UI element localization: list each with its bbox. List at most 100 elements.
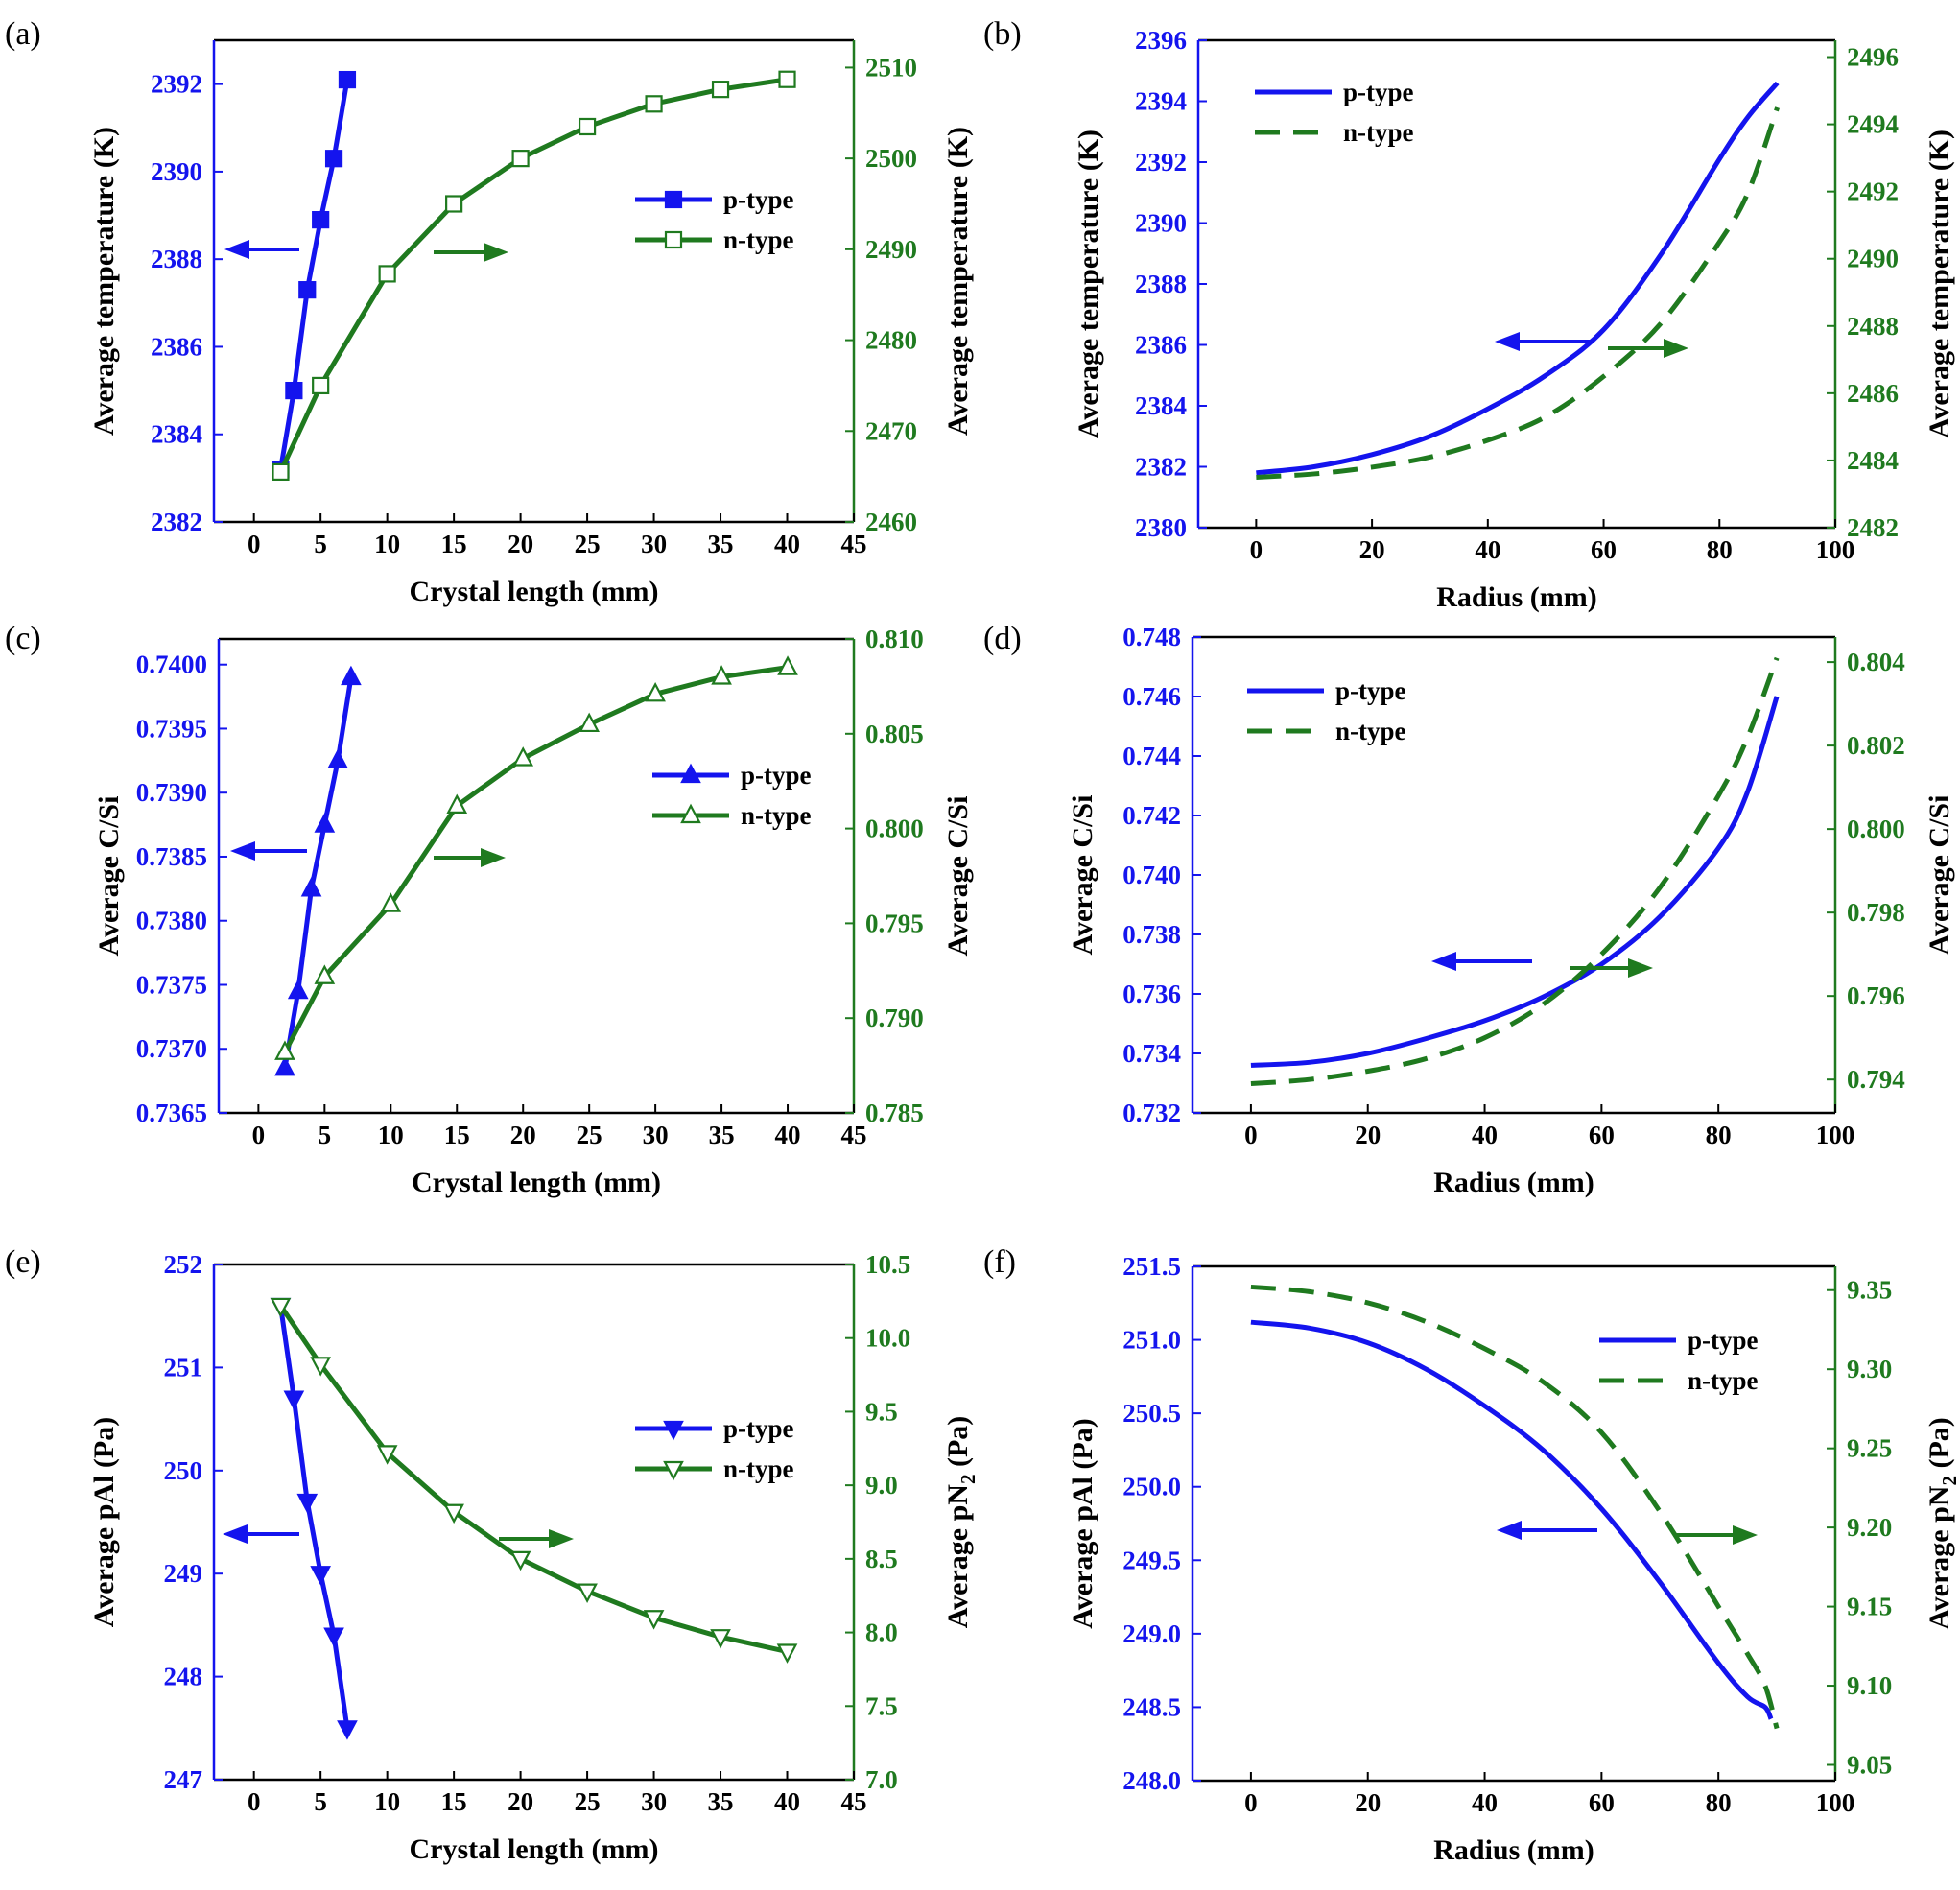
right-y-tick-label: 2490 [865,235,917,264]
left-axis-arrow [230,841,307,861]
panel-e: (e) 0 5 10 15 20 25 30 35 40 45 247 248 249 250 251 252 7… [5,1244,980,1865]
right-y-tick-label: 0.805 [865,720,924,748]
x-tick-label: 100 [1816,535,1855,564]
data-point [324,150,343,168]
series-n-type [274,655,798,1060]
left-y-tick-label: 248.5 [1122,1692,1181,1721]
left-y-tick-label: 2390 [151,157,202,186]
x-axis-title: Crystal length (mm) [412,1167,661,1198]
x-tick-label: 15 [441,1787,467,1816]
left-y-tick-label: 0.7390 [136,778,207,807]
right-y-tick-label: 7.5 [865,1691,898,1720]
data-point [512,746,534,767]
series-p-type [1250,696,1780,1068]
left-y-tick-label: 247 [164,1765,203,1794]
x-tick-label: 40 [1472,1121,1498,1149]
right-y-tick-label: 0.800 [865,815,924,843]
arrow-head [549,1529,574,1548]
right-y-tick-label: 2494 [1847,110,1899,139]
right-y-tick-label: 0.785 [865,1099,924,1127]
x-tick-label: 40 [775,1121,801,1149]
right-y-tick-label: 2488 [1847,312,1899,341]
data-point [711,665,732,685]
legend-label: p-type [1335,676,1406,705]
right-y-tick-label: 8.5 [865,1545,898,1573]
left-y-axis-title: Average pAl (Pa) [88,1417,120,1627]
right-y-tick-label: 8.0 [865,1618,898,1647]
arrow-head [481,848,506,867]
right-y-tick-label: 0.795 [865,909,924,937]
right-y-axis-title: Average C/Si [942,796,974,957]
left-y-tick-label: 248.0 [1122,1766,1181,1795]
series-p-type [1250,1319,1774,1720]
right-y-tick-label: 0.790 [865,1004,924,1032]
data-point [579,712,600,733]
x-tick-label: 0 [248,530,261,558]
data-point [445,195,463,213]
data-point [312,376,330,395]
panel-label: (e) [5,1244,41,1280]
data-point [270,1297,292,1318]
series-p-type [274,665,362,1076]
right-axis-arrow [1608,339,1688,358]
right-y-tick-label: 2510 [865,53,917,82]
left-y-tick-label: 2384 [151,420,202,449]
left-y-tick-label: 2390 [1135,209,1187,238]
series-n-type [270,1297,798,1664]
series-line [278,77,788,473]
data-point [298,281,317,299]
series-p-type [270,1297,358,1740]
right-axis-arrow [434,243,508,262]
series-line [1250,1284,1780,1730]
data-point [376,1445,398,1465]
right-y-tick-label: 9.20 [1847,1513,1892,1542]
right-y-axis-title: Average pN2 (Pa) [1924,1417,1960,1630]
arrow-head [1495,332,1520,351]
panel-a: (a) 0 5 10 15 20 25 30 35 40 45 2382 2384 2386 2388 239… [5,16,974,607]
legend-marker [680,803,701,824]
left-y-tick-label: 0.7400 [136,650,207,679]
data-point [314,964,336,984]
right-y-tick-label: 2484 [1847,446,1899,475]
left-axis-arrow [1495,332,1593,351]
x-tick-label: 40 [1472,1788,1498,1817]
x-tick-label: 25 [575,530,601,558]
left-y-tick-label: 2382 [1135,453,1187,482]
left-axis-arrow [1431,952,1532,971]
left-axis-arrow [1497,1521,1597,1540]
right-y-axis-title: Average C/Si [1924,795,1955,956]
left-y-tick-label: 249 [164,1559,203,1588]
series-line [278,79,350,470]
data-point [314,813,336,833]
data-point [509,1550,531,1571]
left-y-axis-title: Average temperature (K) [1073,130,1104,438]
x-tick-label: 45 [841,1787,867,1816]
arrow-head [484,243,508,262]
panel-label: (b) [983,16,1022,52]
right-y-tick-label: 10.5 [865,1250,910,1279]
x-tick-label: 20 [508,530,533,558]
panel-d: (d) 0 20 40 60 80 100 0.732 0.734 0.736 0.738 0.740… [983,621,1955,1198]
left-y-tick-label: 2384 [1135,391,1187,420]
left-y-tick-label: 252 [164,1250,203,1279]
panel-label: (a) [5,16,41,52]
right-y-axis-title-main: Average pN [942,1484,974,1629]
data-point [645,681,666,702]
data-point [378,265,396,283]
data-point [296,1493,319,1514]
legend: p-type n-type [1255,78,1414,147]
left-y-tick-label: 0.738 [1122,920,1181,949]
left-axis-arrow [223,1524,299,1544]
left-y-tick-label: 0.748 [1122,623,1181,651]
x-tick-label: 0 [1244,1121,1258,1149]
data-point [274,1040,295,1060]
panel-b: (b) 0 20 40 60 80 100 2380 2382 2384 2386 2388 2390 2… [983,16,1955,613]
legend-label: p-type [723,1414,794,1443]
arrow-head [1733,1525,1758,1545]
x-axis-title: Crystal length (mm) [410,576,659,607]
left-y-tick-label: 2388 [151,245,202,273]
legend-marker [664,190,683,209]
x-tick-label: 10 [374,530,400,558]
left-y-tick-label: 2386 [1135,331,1187,360]
series-n-type [272,70,796,482]
